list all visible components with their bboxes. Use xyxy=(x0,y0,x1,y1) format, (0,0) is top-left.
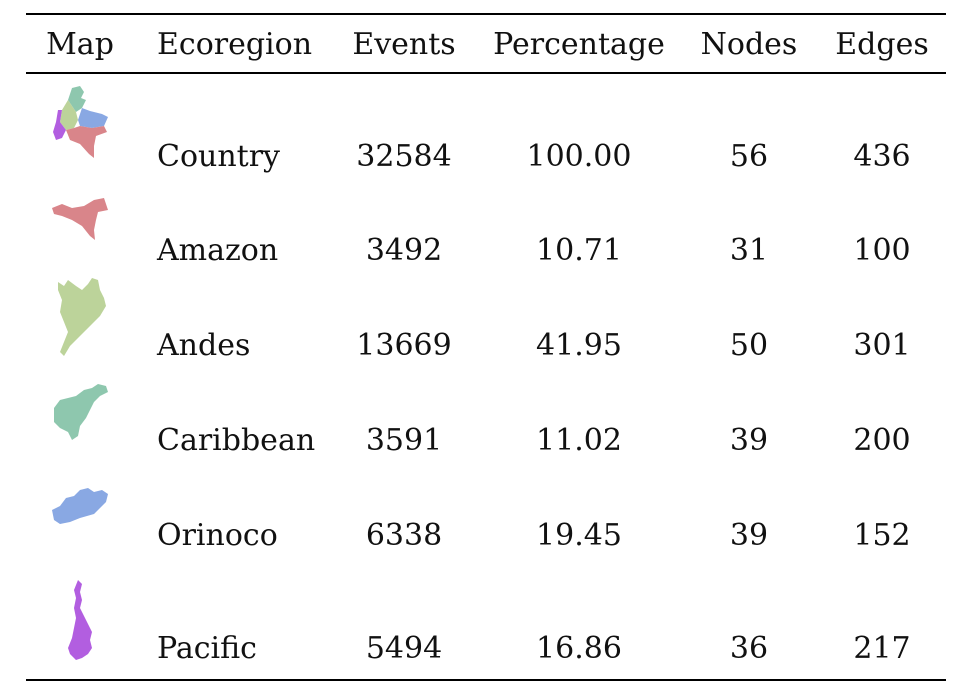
andes-region-map-icon xyxy=(52,276,110,358)
row-caribbean-edges: 200 xyxy=(853,423,911,458)
row-orinoco-percentage: 19.45 xyxy=(536,518,622,553)
row-orinoco-events: 6338 xyxy=(365,518,443,553)
pacific-region-map-icon xyxy=(62,578,102,662)
bottom-rule xyxy=(26,679,946,681)
row-pacific-events: 5494 xyxy=(365,631,443,666)
row-country-events: 32584 xyxy=(356,139,452,174)
row-amazon-nodes: 31 xyxy=(729,233,769,268)
orinoco-region-map-icon xyxy=(50,486,112,528)
row-orinoco-edges: 152 xyxy=(853,518,911,553)
row-orinoco-nodes: 39 xyxy=(729,518,769,553)
row-amazon-percentage: 10.71 xyxy=(536,233,622,268)
row-caribbean-events: 3591 xyxy=(365,423,443,458)
row-caribbean-percentage: 11.02 xyxy=(536,423,622,458)
row-country-nodes: 56 xyxy=(729,139,769,174)
row-caribbean-nodes: 39 xyxy=(729,423,769,458)
row-pacific-ecoregion: Pacific xyxy=(157,631,257,666)
row-pacific-nodes: 36 xyxy=(729,631,769,666)
header-edges: Edges xyxy=(835,27,929,62)
top-rule xyxy=(26,13,946,15)
header-events: Events xyxy=(352,27,456,62)
row-pacific-edges: 217 xyxy=(853,631,911,666)
row-caribbean-ecoregion: Caribbean xyxy=(157,423,316,458)
row-country-percentage: 100.00 xyxy=(526,139,632,174)
header-map: Map xyxy=(46,27,114,62)
row-amazon-ecoregion: Amazon xyxy=(157,233,279,268)
row-andes-percentage: 41.95 xyxy=(536,328,622,363)
amazon-region-map-icon xyxy=(50,196,112,242)
row-country-edges: 436 xyxy=(853,139,911,174)
header-rule xyxy=(26,72,946,74)
row-amazon-events: 3492 xyxy=(365,233,443,268)
row-amazon-edges: 100 xyxy=(853,233,911,268)
row-orinoco-ecoregion: Orinoco xyxy=(157,518,278,553)
row-andes-nodes: 50 xyxy=(729,328,769,363)
row-andes-edges: 301 xyxy=(853,328,911,363)
row-andes-events: 13669 xyxy=(356,328,452,363)
caribbean-region-map-icon xyxy=(50,382,112,442)
row-pacific-percentage: 16.86 xyxy=(536,631,622,666)
header-percentage: Percentage xyxy=(493,27,665,62)
header-ecoregion: Ecoregion xyxy=(157,27,313,62)
row-andes-ecoregion: Andes xyxy=(157,328,251,363)
header-nodes: Nodes xyxy=(700,27,798,62)
row-country-ecoregion: Country xyxy=(157,139,281,174)
colombia-country-map-icon xyxy=(50,84,112,164)
